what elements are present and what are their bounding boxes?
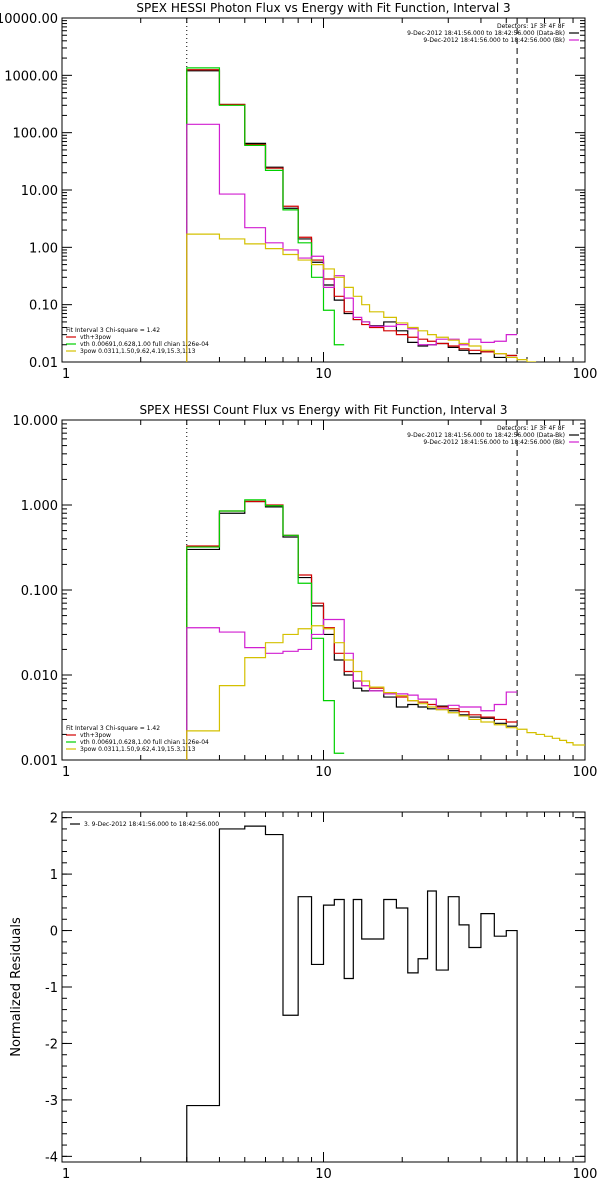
y-tick-label: 10.00	[21, 184, 58, 199]
y-tick-label: 10000.00	[0, 12, 58, 27]
series-0-line	[186, 825, 518, 1162]
chart-title: SPEX HESSI Photon Flux vs Energy with Fi…	[136, 1, 510, 15]
y-tick-label: 10.000	[13, 414, 59, 429]
y-axis-label: Normalized Residuals	[9, 917, 24, 1057]
y-tick-label: 100.00	[13, 127, 59, 142]
x-tick-label: 10	[315, 367, 332, 382]
legend-top-right-text: 9-Dec-2012 18:41:56.000 to 18:42:56.000 …	[423, 37, 565, 44]
legend-bottom-left-text: vth 0.00691,0.628,1.00 full chian 1.26e-…	[80, 341, 209, 348]
legend-top-right-text: 9-Dec-2012 18:41:56.000 to 18:42:56.000 …	[407, 432, 565, 439]
y-tick-label: -1	[45, 981, 58, 996]
legend-bottom-left-text: Fit Interval 3 Chi-square = 1.42	[66, 327, 160, 334]
y-tick-label: 1.000	[21, 499, 58, 514]
y-tick-label: 0	[50, 925, 58, 940]
y-tick-label: 1.00	[29, 241, 58, 256]
x-tick-label: 10	[315, 1167, 332, 1182]
legend-bottom-left-text: vth+3pow	[80, 334, 111, 341]
series-2-line	[186, 499, 345, 760]
photon-flux-plot: SPEX HESSI Photon Flux vs Energy with Fi…	[0, 1, 597, 382]
legend-top-right-text: Detectors: 1F 3F 4F 8F	[497, 23, 566, 30]
legend-bottom-left-text: vth+3pow	[80, 732, 111, 739]
count-flux-plot: SPEX HESSI Count Flux vs Energy with Fit…	[13, 403, 598, 780]
y-tick-label: 0.010	[21, 669, 58, 684]
legend-bottom-left-text: 3pow 0.0311,1.50,9.62,4.19,15.3,1.13	[80, 348, 196, 355]
y-tick-label: -2	[45, 1037, 58, 1052]
y-tick-label: 2	[50, 812, 58, 827]
y-tick-label: 0.10	[29, 299, 58, 314]
y-tick-label: -4	[45, 1150, 58, 1165]
y-tick-label: -3	[45, 1094, 58, 1109]
legend-bottom-left-text: Fit Interval 3 Chi-square = 1.42	[66, 725, 160, 732]
y-tick-label: 1000.00	[4, 69, 58, 84]
x-tick-label: 100	[573, 1167, 598, 1182]
series-4-line	[186, 625, 585, 760]
series-2-line	[186, 67, 345, 362]
x-tick-label: 100	[573, 367, 598, 382]
y-tick-label: 0.100	[21, 584, 58, 599]
y-tick-label: 0.001	[21, 754, 58, 769]
x-tick-label: 10	[315, 765, 332, 780]
x-tick-label: 1	[62, 765, 70, 780]
x-tick-label: 1	[62, 1167, 70, 1182]
legend-bottom-left-text: 3pow 0.0311,1.50,9.62,4.19,15.3,1.13	[80, 746, 196, 753]
legend-bottom-left-text: vth 0.00691,0.628,1.00 full chian 1.26e-…	[80, 739, 209, 746]
chart-title: SPEX HESSI Count Flux vs Energy with Fit…	[139, 403, 507, 417]
legend-top-right-text: Detectors: 1F 3F 4F 8F	[497, 425, 566, 432]
legend-top-right-text: 9-Dec-2012 18:41:56.000 to 18:42:56.000 …	[423, 439, 565, 446]
x-tick-label: 1	[62, 367, 70, 382]
y-tick-label: 0.01	[29, 356, 58, 371]
legend-top-left-text: 3. 9-Dec-2012 18:41:56.000 to 18:42:56.0…	[84, 821, 219, 828]
x-tick-label: 100	[573, 765, 598, 780]
legend-top-right-text: 9-Dec-2012 18:41:56.000 to 18:42:56.000 …	[407, 30, 565, 37]
residuals-plot: Normalized Residuals 1 10 100 -4 -3 -2 -1 0 1 2 3. …	[9, 811, 598, 1182]
series-4-line	[186, 233, 537, 362]
y-tick-label: 1	[50, 868, 58, 883]
